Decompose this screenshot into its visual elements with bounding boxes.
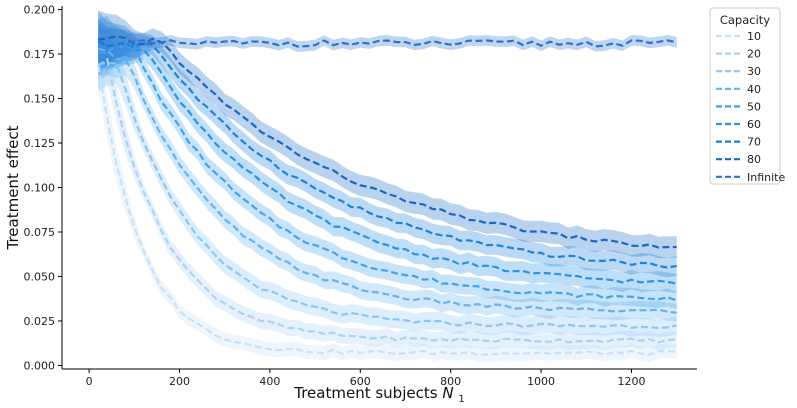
y-ticks: 0.000 0.025 0.050 0.075 0.100 0.125 0.150 0.175… (24, 4, 62, 372)
series-line-40 (97, 47, 677, 314)
confidence-bands (98, 10, 677, 362)
legend-box (709, 7, 781, 185)
band-infinite (98, 18, 677, 66)
series-line-10 (97, 65, 677, 356)
x-tick-label: 800 (440, 375, 461, 388)
x-axis-label-symbol: N (442, 384, 453, 402)
x-tick-label: 600 (350, 375, 371, 388)
legend-items: 10 20 30 40 50 60 70 80 Infinite (716, 30, 785, 184)
legend-label-10: 10 (747, 30, 761, 43)
y-axis-label: Treatment effect (4, 125, 22, 250)
series-line-70 (97, 38, 677, 269)
legend-label-60: 60 (747, 118, 761, 131)
series-line-30 (98, 61, 677, 330)
x-tick-label: 1000 (527, 375, 555, 388)
legend-label-80: 80 (747, 153, 761, 166)
series-line-50 (98, 43, 678, 302)
band-80 (98, 10, 677, 259)
legend-label-50: 50 (747, 100, 761, 113)
y-tick-label: 0.175 (24, 48, 56, 61)
band-60 (98, 16, 677, 294)
x-tick-label: 200 (169, 375, 190, 388)
series-line-60 (97, 38, 677, 285)
y-tick-label: 0.050 (24, 270, 56, 283)
y-tick-label: 0.075 (24, 226, 56, 239)
series-line-20 (97, 57, 677, 344)
band-70 (98, 11, 677, 278)
legend-label-70: 70 (747, 136, 761, 149)
band-50 (98, 24, 677, 310)
series-line-infinite (97, 39, 677, 48)
x-tick-label: 400 (259, 375, 280, 388)
x-ticks: 0 200 400 600 800 1000 1200 (86, 369, 645, 388)
legend-label-infinite: Infinite (747, 171, 785, 184)
x-axis-label-text: Treatment subjects (293, 384, 437, 402)
legend-label-40: 40 (747, 83, 761, 96)
legend-label-30: 30 (747, 65, 761, 78)
x-axis-label-subscript: 1 (458, 394, 464, 405)
x-tick-label: 0 (86, 375, 93, 388)
series-lines (97, 35, 678, 356)
y-tick-label: 0.150 (24, 93, 56, 106)
y-tick-label: 0.025 (24, 315, 56, 328)
legend: Capacity 10 20 30 40 50 60 70 80 Infinite (709, 7, 785, 185)
y-tick-label: 0.200 (24, 4, 56, 17)
y-tick-label: 0.125 (24, 137, 56, 150)
legend-title: Capacity (720, 13, 770, 27)
x-tick-label: 1200 (617, 375, 645, 388)
x-axis-label: Treatment subjects N 1 (293, 384, 464, 405)
y-tick-label: 0.100 (24, 182, 56, 195)
legend-label-20: 20 (747, 48, 761, 61)
y-tick-label: 0.000 (24, 359, 56, 372)
